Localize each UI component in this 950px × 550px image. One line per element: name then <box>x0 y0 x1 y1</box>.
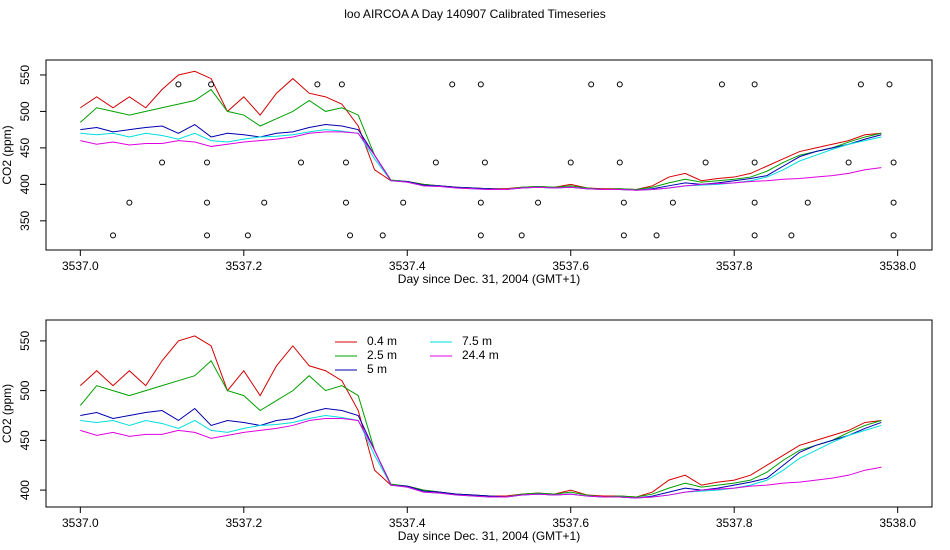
x-tick-label: 3537.0 <box>62 259 99 273</box>
calibration-point <box>208 81 215 88</box>
calibration-point <box>432 159 439 166</box>
calibration-point <box>702 159 709 166</box>
x-tick-label: 3537.2 <box>225 259 262 273</box>
x-tick-label: 3537.8 <box>716 259 753 273</box>
calibration-point <box>110 232 117 239</box>
calibration-point <box>342 159 349 166</box>
legend-label: 5 m <box>367 362 387 376</box>
x-tick-label: 3538.0 <box>879 259 916 273</box>
calibration-point <box>244 232 251 239</box>
x-tick-label: 3537.0 <box>62 516 99 530</box>
x-tick-label: 3537.2 <box>225 516 262 530</box>
series-line <box>80 417 882 499</box>
calibration-point <box>616 81 623 88</box>
calibration-point <box>845 159 852 166</box>
x-tick-label: 3537.4 <box>389 516 426 530</box>
x-tick-label: 3537.6 <box>552 259 589 273</box>
calibration-point <box>535 199 542 206</box>
calibration-point <box>751 232 758 239</box>
y-axis-label: CO2 (ppm) <box>0 384 14 443</box>
y-tick-label: 500 <box>18 380 32 400</box>
y-tick-label: 350 <box>18 210 32 230</box>
series-line <box>80 407 882 499</box>
x-tick-label: 3537.8 <box>716 516 753 530</box>
calibration-point <box>751 199 758 206</box>
calibration-point <box>751 159 758 166</box>
x-tick-label: 3538.0 <box>879 516 916 530</box>
x-tick-label: 3537.6 <box>552 516 589 530</box>
chart-title: loo AIRCOA A Day 140907 Calibrated Times… <box>344 7 605 21</box>
calibration-point <box>616 159 623 166</box>
calibration-point <box>477 232 484 239</box>
calibration-point <box>204 199 211 206</box>
y-tick-label: 550 <box>18 65 32 85</box>
legend-label: 0.4 m <box>367 334 397 348</box>
y-tick-label: 500 <box>18 101 32 121</box>
calibration-point <box>477 81 484 88</box>
calibration-point <box>567 159 574 166</box>
x-axis-label: Day since Dec. 31, 2004 (GMT+1) <box>398 272 580 286</box>
legend-label: 2.5 m <box>367 348 397 362</box>
y-tick-label: 450 <box>18 138 32 158</box>
y-tick-label: 400 <box>18 174 32 194</box>
calibration-point <box>338 81 345 88</box>
y-tick-label: 550 <box>18 331 32 351</box>
calibration-point <box>588 81 595 88</box>
legend-label: 7.5 m <box>462 334 492 348</box>
x-tick-label: 3537.4 <box>389 259 426 273</box>
calibration-point <box>347 232 354 239</box>
calibration-point <box>400 199 407 206</box>
calibration-point <box>518 232 525 239</box>
calibration-point <box>204 232 211 239</box>
plot-frame <box>45 59 933 251</box>
calibration-point <box>159 159 166 166</box>
plot-frame <box>45 319 933 508</box>
x-axis-label: Day since Dec. 31, 2004 (GMT+1) <box>398 529 580 543</box>
y-tick-label: 400 <box>18 480 32 500</box>
y-tick-label: 450 <box>18 430 32 450</box>
legend-label: 24.4 m <box>462 348 499 362</box>
calibration-point <box>620 199 627 206</box>
calibration-point <box>481 159 488 166</box>
calibration-point <box>886 81 893 88</box>
calibration-point <box>449 81 456 88</box>
calibration-point <box>204 159 211 166</box>
calibration-point <box>379 232 386 239</box>
calibration-point <box>477 199 484 206</box>
calibration-point <box>620 232 627 239</box>
calibration-point <box>890 232 897 239</box>
series-line <box>80 123 882 191</box>
calibration-point <box>890 159 897 166</box>
y-axis-label: CO2 (ppm) <box>0 125 14 184</box>
calibration-point <box>314 81 321 88</box>
calibration-point <box>857 81 864 88</box>
calibration-point <box>261 199 268 206</box>
calibration-point <box>126 199 133 206</box>
calibration-point <box>342 199 349 206</box>
calibration-point <box>298 159 305 166</box>
calibration-point <box>669 199 676 206</box>
calibration-point <box>788 232 795 239</box>
calibration-point <box>751 81 758 88</box>
calibration-point <box>175 81 182 88</box>
calibration-point <box>653 232 660 239</box>
series-line <box>80 131 882 191</box>
calibration-point <box>890 199 897 206</box>
calibration-point <box>718 81 725 88</box>
calibration-point <box>804 199 811 206</box>
